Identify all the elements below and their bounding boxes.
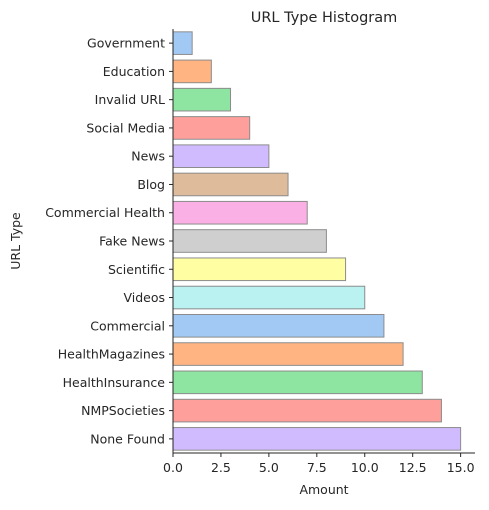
x-axis-label: Amount [299,482,348,497]
y-tick-label: HealthMagazines [58,347,165,362]
y-axis-label: URL Type [8,212,23,270]
bar-0 [172,31,193,55]
bar-14 [172,427,462,451]
bar-12 [172,370,423,395]
bar-5 [172,172,289,197]
y-tick-label: HealthInsurance [63,375,166,390]
y-axis-ticks: Government Education Invalid URL Social Med… [45,36,173,446]
x-axis-ticks: 0.0 2.5 5.0 7.5 10.0 12.5 15.0 [163,453,475,475]
y-tick-label: Invalid URL [95,92,165,107]
y-tick-label: Commercial Health [45,205,165,220]
y-tick-label: Fake News [99,234,165,249]
x-tick-label: 2.5 [211,460,231,475]
y-tick-label: Scientific [108,262,165,277]
x-tick-label: 5.0 [259,460,279,475]
bars-group [172,31,462,451]
x-tick-label: 0.0 [163,460,183,475]
bar-9 [172,285,366,310]
x-tick-label: 15.0 [447,460,475,475]
bar-1 [172,59,212,84]
bar-3 [172,116,251,140]
bar-13 [172,398,442,423]
bar-10 [172,313,385,338]
y-tick-label: Commercial [90,318,165,333]
bar-8 [172,257,347,282]
y-tick-label: Government [87,36,165,51]
y-tick-label: Social Media [86,120,165,135]
chart-title: URL Type Histogram [251,10,398,26]
x-tick-label: 7.5 [307,460,327,475]
y-tick-label: News [131,149,165,164]
bar-4 [172,144,270,169]
y-tick-label: Education [103,64,165,79]
x-tick-label: 12.5 [399,460,427,475]
x-tick-label: 10.0 [351,460,379,475]
y-tick-label: NMPSocieties [81,403,165,418]
bar-11 [172,342,404,366]
bar-2 [172,87,232,112]
y-tick-label: Blog [137,177,165,192]
bar-7 [172,229,327,253]
y-tick-label: None Found [90,431,165,446]
y-tick-label: Videos [123,290,165,305]
bar-6 [172,200,308,225]
